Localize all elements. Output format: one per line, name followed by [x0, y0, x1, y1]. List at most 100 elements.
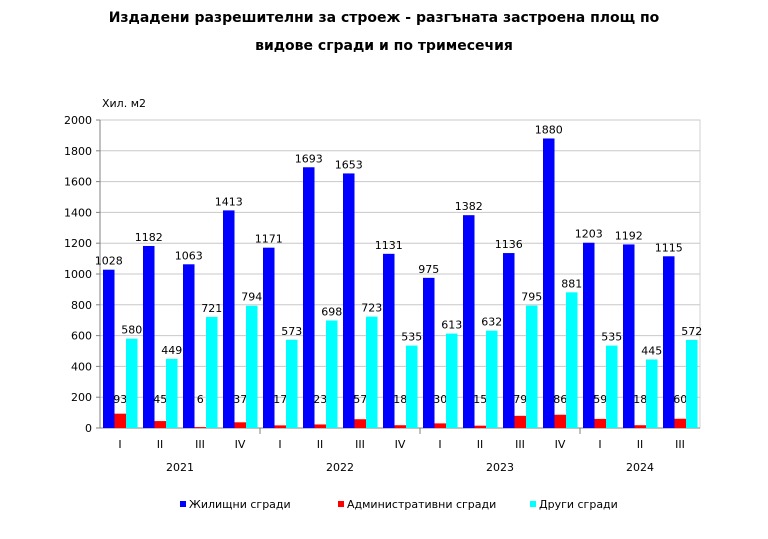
y-tick-label: 400: [71, 360, 92, 373]
data-label: 18: [633, 393, 647, 406]
data-label: 57: [353, 393, 367, 406]
x-tick-label: IV: [235, 438, 246, 451]
data-label: 59: [593, 393, 607, 406]
bar-2: [486, 330, 498, 428]
bar-1: [594, 418, 606, 428]
y-tick-label: 600: [71, 330, 92, 343]
y-tick-label: 200: [71, 391, 92, 404]
legend-label: Други сгради: [539, 498, 618, 511]
data-label: 23: [313, 393, 327, 406]
data-label: 45: [153, 393, 167, 406]
bar-0: [263, 247, 275, 428]
bar-1: [634, 425, 646, 428]
bar-1: [194, 427, 206, 428]
data-label: 1063: [175, 249, 203, 262]
bar-2: [446, 333, 458, 428]
legend-swatch: [180, 501, 186, 507]
y-tick-label: 1200: [64, 237, 92, 250]
x-tick-label: I: [598, 438, 601, 451]
bar-0: [303, 167, 315, 428]
data-label: 698: [321, 306, 342, 319]
data-label: 37: [233, 393, 247, 406]
data-label: 1136: [495, 238, 523, 251]
bar-2: [566, 292, 578, 428]
x-tick-label: II: [157, 438, 164, 451]
x-tick-label: II: [317, 438, 324, 451]
bar-2: [326, 320, 338, 428]
x-tick-label: II: [477, 438, 484, 451]
bar-0: [503, 253, 515, 428]
bar-2: [206, 316, 218, 428]
x-tick-label: III: [515, 438, 525, 451]
data-label: 580: [121, 324, 142, 337]
year-label: 2022: [326, 461, 354, 474]
y-tick-label: 800: [71, 299, 92, 312]
data-label: 86: [553, 393, 567, 406]
bar-1: [434, 423, 446, 428]
data-label: 1171: [255, 233, 283, 246]
bar-1: [274, 425, 286, 428]
data-label: 794: [241, 291, 262, 304]
data-label: 1413: [215, 195, 243, 208]
bar-2: [606, 345, 618, 428]
bar-2: [646, 359, 658, 428]
bar-1: [394, 425, 406, 428]
x-tick-label: I: [118, 438, 121, 451]
bar-2: [406, 345, 418, 428]
y-tick-label: 1600: [64, 176, 92, 189]
bar-2: [246, 305, 258, 428]
year-label: 2024: [626, 461, 654, 474]
data-label: 1880: [535, 123, 563, 136]
bar-2: [526, 305, 538, 428]
data-label: 17: [273, 393, 287, 406]
data-label: 93: [113, 393, 127, 406]
bar-0: [663, 256, 675, 428]
bar-0: [423, 277, 435, 428]
bar-2: [366, 316, 378, 428]
x-tick-label: I: [438, 438, 441, 451]
y-tick-label: 1800: [64, 145, 92, 158]
bar-0: [223, 210, 235, 428]
legend-label: Административни сгради: [347, 498, 496, 511]
bar-0: [463, 215, 475, 428]
data-label: 18: [393, 393, 407, 406]
y-tick-label: 1000: [64, 268, 92, 281]
data-label: 535: [401, 331, 422, 344]
data-label: 632: [481, 316, 502, 329]
data-label: 30: [433, 393, 447, 406]
y-tick-label: 2000: [64, 114, 92, 127]
bar-2: [166, 358, 178, 428]
bar-2: [286, 339, 298, 428]
bar-2: [686, 339, 698, 428]
data-label: 535: [601, 331, 622, 344]
bar-1: [154, 421, 166, 428]
bar-1: [234, 422, 246, 428]
bar-1: [114, 413, 126, 428]
data-label: 15: [473, 393, 487, 406]
chart-title-line2: видове сгради и по тримесечия: [255, 38, 513, 54]
bar-1: [514, 415, 526, 428]
x-tick-label: IV: [555, 438, 566, 451]
data-label: 1115: [655, 241, 683, 254]
bar-1: [314, 424, 326, 428]
bar-1: [554, 414, 566, 428]
data-label: 1653: [335, 158, 363, 171]
y-tick-label: 0: [85, 422, 92, 435]
legend-label: Жилищни сгради: [189, 498, 291, 511]
data-label: 1131: [375, 239, 403, 252]
data-label: 881: [561, 277, 582, 290]
x-tick-label: III: [195, 438, 205, 451]
legend-swatch: [530, 501, 536, 507]
bar-1: [474, 425, 486, 428]
y-axis-label: Хил. м2: [102, 97, 146, 110]
x-tick-label: I: [278, 438, 281, 451]
bar-1: [674, 418, 686, 428]
x-tick-label: II: [637, 438, 644, 451]
data-label: 445: [641, 344, 662, 357]
data-label: 1203: [575, 228, 603, 241]
chart-title-line1: Издадени разрешителни за строеж - разгън…: [108, 10, 660, 26]
bar-0: [623, 244, 635, 428]
data-label: 573: [281, 325, 302, 338]
bar-0: [143, 245, 155, 428]
